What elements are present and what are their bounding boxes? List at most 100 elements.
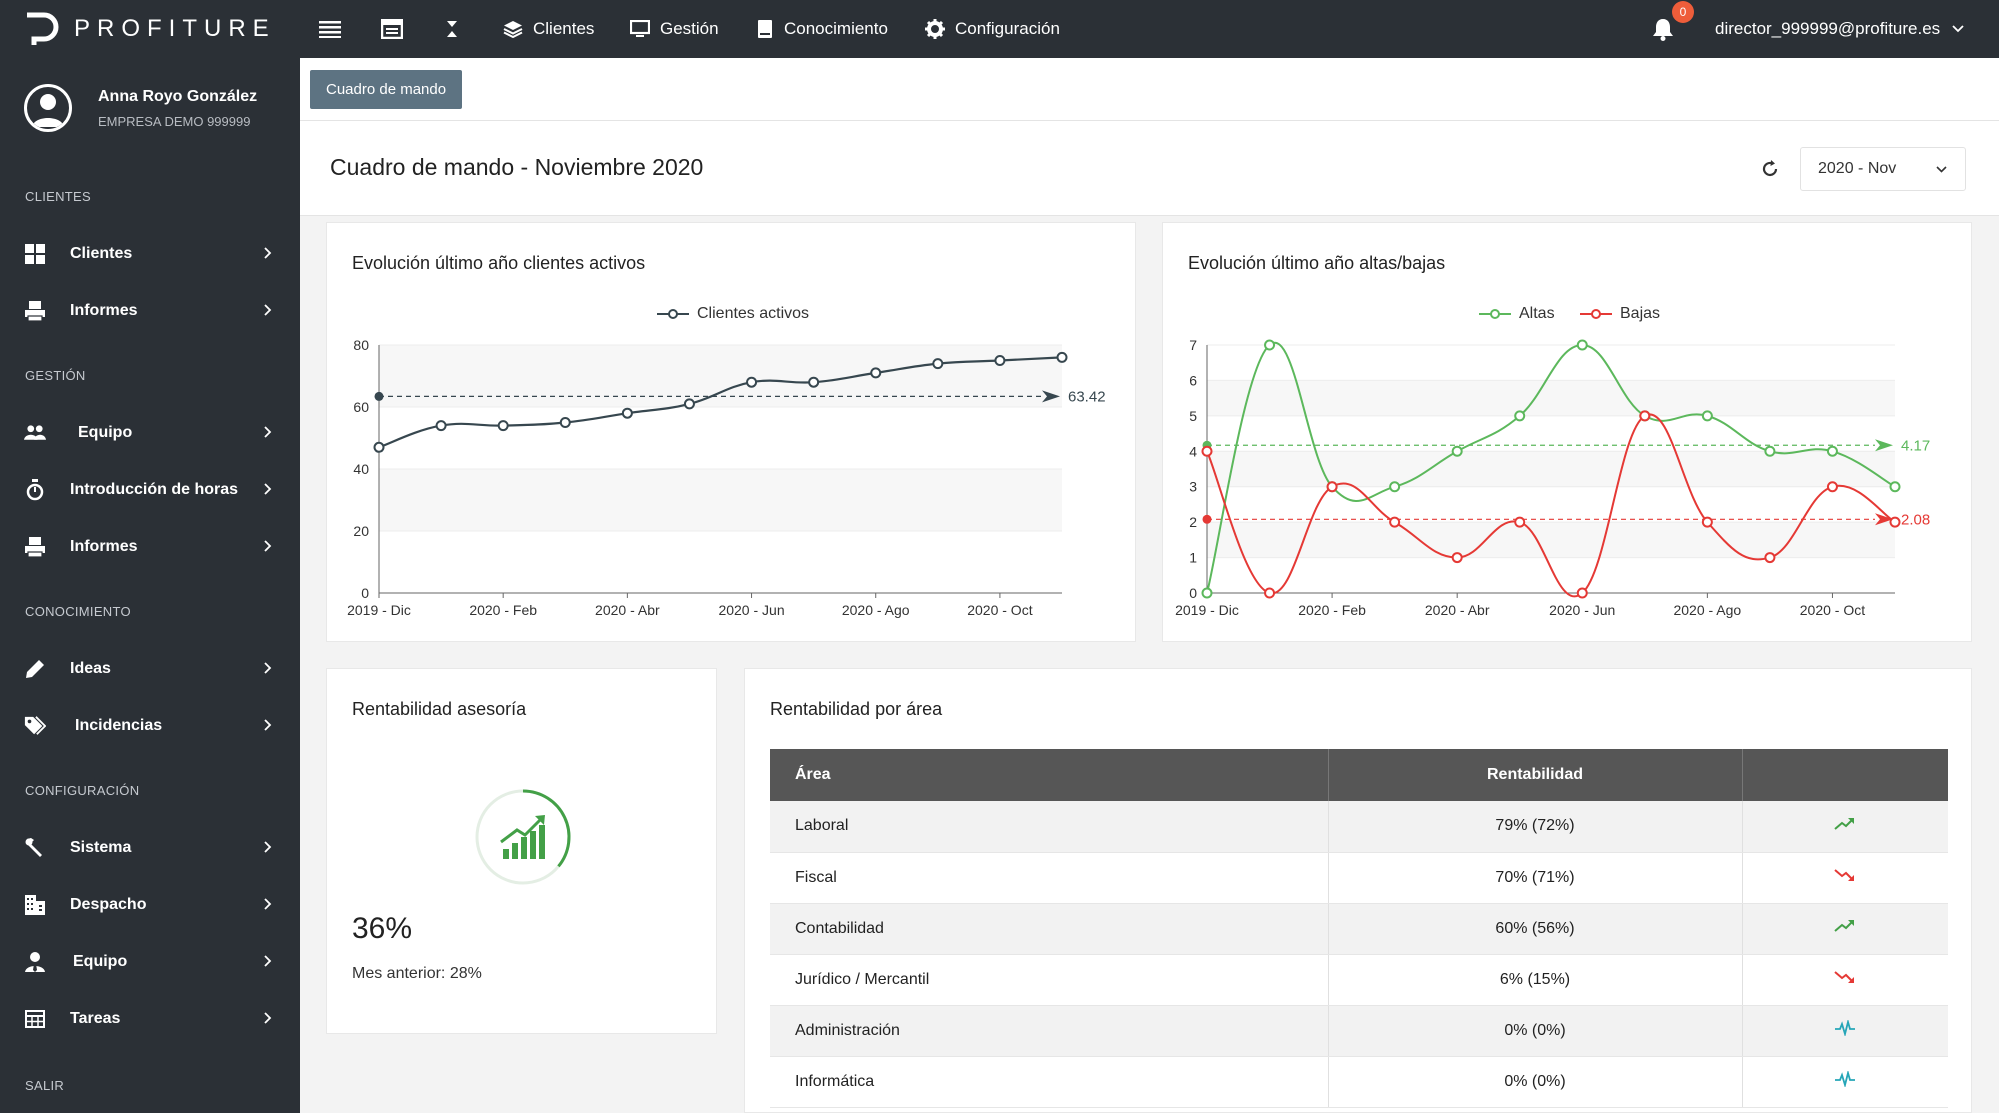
- cell-area: Administración: [770, 1005, 1329, 1057]
- data-point[interactable]: [559, 417, 571, 428]
- chart-band: [1207, 451, 1895, 487]
- y-tick-label: 6: [1189, 372, 1197, 388]
- data-point[interactable]: [1326, 481, 1338, 493]
- data-point[interactable]: [1389, 481, 1401, 493]
- section-title-salir[interactable]: SALIR: [25, 1078, 65, 1093]
- cell-rentabilidad: 70% (71%): [1328, 852, 1743, 904]
- sidebar-item-informes-gestion[interactable]: Informes: [0, 525, 300, 569]
- tab-cuadro-de-mando[interactable]: Cuadro de mando: [310, 70, 463, 109]
- data-point[interactable]: [1514, 516, 1526, 528]
- user-menu[interactable]: director_999999@profiture.es: [1715, 0, 1964, 58]
- data-point[interactable]: [1576, 339, 1588, 351]
- data-point[interactable]: [683, 398, 695, 410]
- data-point[interactable]: [621, 407, 633, 419]
- sidebar-item-sistema[interactable]: Sistema: [0, 826, 300, 870]
- data-point[interactable]: [435, 420, 447, 432]
- data-point[interactable]: [1201, 587, 1213, 599]
- gear-icon: [925, 19, 945, 39]
- sidebar-item-incidencias[interactable]: Incidencias: [0, 704, 300, 748]
- sidebar-item-informes-clientes[interactable]: Informes: [0, 289, 300, 333]
- top-nav-label: Configuración: [955, 19, 1060, 38]
- chart-band: [1207, 380, 1895, 416]
- top-nav-clientes[interactable]: Clientes: [503, 0, 594, 58]
- data-point[interactable]: [808, 376, 820, 388]
- sidebar-item-label: Tareas: [70, 1010, 121, 1027]
- brand-logo[interactable]: PROFITURE: [24, 12, 276, 46]
- table-row[interactable]: Informática 0% (0%): [770, 1056, 1948, 1108]
- top-nav-label: Gestión: [660, 19, 719, 38]
- data-point[interactable]: [1889, 481, 1901, 493]
- sidebar-item-equipo-config[interactable]: Equipo: [0, 940, 300, 984]
- table-row[interactable]: Contabilidad 60% (56%): [770, 903, 1948, 955]
- data-point[interactable]: [1056, 351, 1068, 363]
- data-point[interactable]: [1451, 552, 1463, 564]
- data-point[interactable]: [1576, 587, 1588, 599]
- data-point[interactable]: [1639, 410, 1651, 422]
- table-row[interactable]: Fiscal 70% (71%): [770, 852, 1948, 904]
- data-point[interactable]: [1826, 445, 1838, 457]
- data-point[interactable]: [1701, 410, 1713, 422]
- sidebar-item-introduccion-horas[interactable]: Introducción de horas: [0, 468, 300, 512]
- sidebar-item-despacho[interactable]: Despacho: [0, 883, 300, 927]
- list-alt-icon[interactable]: [380, 17, 404, 41]
- data-point[interactable]: [932, 358, 944, 370]
- bell-icon[interactable]: [1652, 17, 1674, 46]
- column-header-rentabilidad[interactable]: Rentabilidad: [1328, 749, 1743, 801]
- table-row[interactable]: Administración 0% (0%): [770, 1005, 1948, 1057]
- chevron-right-icon: [264, 718, 272, 734]
- table-row[interactable]: Laboral 79% (72%): [770, 801, 1948, 853]
- printer-icon: [24, 300, 46, 322]
- x-tick-label: 2020 - Ago: [1673, 602, 1741, 618]
- sidebar-item-clientes[interactable]: Clientes: [0, 232, 300, 276]
- data-point[interactable]: [1264, 587, 1276, 599]
- data-point[interactable]: [1389, 516, 1401, 528]
- notification-badge[interactable]: 0: [1672, 1, 1694, 23]
- refresh-icon[interactable]: [1760, 159, 1780, 184]
- sidebar-item-tareas[interactable]: Tareas: [0, 997, 300, 1041]
- data-point[interactable]: [1764, 445, 1776, 457]
- user-profile[interactable]: Anna Royo González EMPRESA DEMO 999999: [24, 84, 257, 132]
- table-row[interactable]: Jurídico / Mercantil 6% (15%): [770, 954, 1948, 1006]
- data-point[interactable]: [746, 376, 758, 388]
- data-point[interactable]: [1764, 552, 1776, 564]
- top-nav-conocimiento[interactable]: Conocimiento: [756, 0, 888, 58]
- data-point[interactable]: [1514, 410, 1526, 422]
- sidebar-item-equipo[interactable]: Equipo: [0, 411, 300, 455]
- grid-icon: [24, 243, 46, 265]
- average-label: 63.42: [1068, 388, 1106, 405]
- data-point[interactable]: [1889, 516, 1901, 528]
- data-point[interactable]: [870, 367, 882, 379]
- menu-icon[interactable]: [318, 17, 342, 41]
- data-point[interactable]: [1701, 516, 1713, 528]
- profile-company: EMPRESA DEMO 999999: [98, 113, 251, 129]
- data-point[interactable]: [1451, 445, 1463, 457]
- sidebar-item-ideas[interactable]: Ideas: [0, 647, 300, 691]
- top-nav-gestion[interactable]: Gestión: [630, 0, 719, 58]
- profit-value: 36%: [352, 912, 413, 945]
- top-nav-configuracion[interactable]: Configuración: [925, 0, 1060, 58]
- x-tick-label: 2020 - Abr: [595, 602, 660, 618]
- collapse-icon[interactable]: [440, 17, 464, 41]
- y-tick-label: 7: [1189, 337, 1197, 353]
- chart-legend-altas[interactable]: Altas: [1479, 305, 1555, 323]
- chart-legend[interactable]: Clientes activos: [657, 305, 809, 323]
- cell-area: Jurídico / Mercantil: [770, 954, 1329, 1006]
- column-header-area[interactable]: Área: [770, 749, 1329, 801]
- top-nav-label: Clientes: [533, 19, 595, 38]
- data-point[interactable]: [1201, 445, 1213, 457]
- data-point[interactable]: [994, 355, 1006, 366]
- x-tick-label: 2020 - Ago: [842, 602, 910, 618]
- period-select[interactable]: 2020 - Nov: [1800, 147, 1966, 191]
- chart-clientes-activos: 0 20 40 60 80 2019 - Dic 2020 - Feb 2020 - Abr 2…: [347, 337, 1106, 618]
- legend-label: Bajas: [1620, 305, 1661, 322]
- data-point[interactable]: [1264, 339, 1276, 351]
- average-marker: [374, 391, 384, 401]
- data-point[interactable]: [373, 441, 385, 453]
- data-point[interactable]: [1826, 481, 1838, 493]
- data-point[interactable]: [497, 420, 509, 432]
- users-icon: [24, 422, 46, 444]
- section-title-gestion: GESTIÓN: [25, 368, 86, 383]
- chart-legend-bajas[interactable]: Bajas: [1580, 305, 1660, 323]
- average-label: 4.17: [1901, 437, 1930, 454]
- chevron-right-icon: [264, 661, 272, 677]
